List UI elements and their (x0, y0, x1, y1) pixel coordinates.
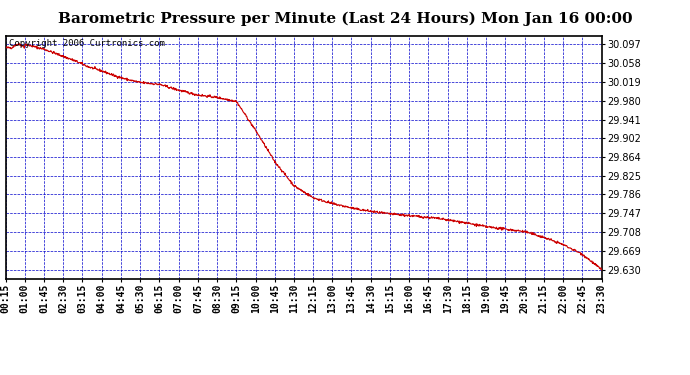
Text: Barometric Pressure per Minute (Last 24 Hours) Mon Jan 16 00:00: Barometric Pressure per Minute (Last 24 … (58, 11, 632, 26)
Text: Copyright 2006 Curtronics.com: Copyright 2006 Curtronics.com (8, 39, 164, 48)
